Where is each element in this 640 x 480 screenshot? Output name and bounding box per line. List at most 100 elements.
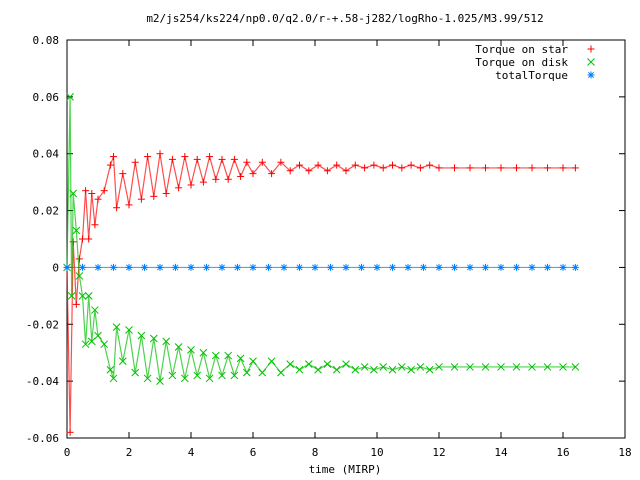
data-point-torque-on-disk — [174, 343, 183, 351]
data-point-torque-on-star — [268, 170, 276, 178]
data-point-torque-on-disk — [84, 292, 93, 300]
data-point-torque-on-disk — [211, 351, 220, 360]
data-point-torque-on-disk — [351, 365, 360, 374]
data-point-torque-on-star — [162, 190, 170, 198]
data-point-torque-on-disk — [360, 363, 369, 371]
data-point-torque-on-star — [181, 153, 189, 161]
data-point-torque-on-disk — [407, 365, 415, 374]
data-point-torque-on-star — [435, 164, 443, 172]
data-point-totaltorque — [249, 263, 257, 271]
data-point-torque-on-disk — [199, 348, 208, 357]
data-point-torque-on-star — [137, 195, 145, 203]
data-point-torque-on-disk — [342, 360, 350, 368]
data-point-torque-on-disk — [180, 374, 189, 383]
data-point-torque-on-star — [218, 155, 226, 163]
data-point-torque-on-star — [230, 155, 238, 163]
series-totaltorque — [63, 263, 579, 271]
data-point-torque-on-star — [416, 164, 424, 172]
data-point-torque-on-star — [212, 175, 220, 183]
y-tick-label: 0.08 — [33, 34, 60, 47]
data-point-torque-on-star — [305, 167, 313, 175]
data-point-torque-on-star — [150, 192, 158, 200]
x-tick-label: 18 — [618, 446, 631, 459]
data-point-totaltorque — [234, 263, 241, 271]
data-point-torque-on-star — [237, 172, 245, 180]
data-point-torque-on-disk — [416, 363, 425, 371]
data-point-torque-on-disk — [87, 337, 96, 346]
data-point-torque-on-star — [125, 201, 133, 209]
x-tick-label: 4 — [188, 446, 195, 459]
x-tick-label: 12 — [432, 446, 445, 459]
data-point-torque-on-disk — [205, 374, 214, 383]
data-point-totaltorque — [327, 263, 334, 271]
data-point-torque-on-disk — [162, 337, 171, 346]
data-point-torque-on-disk — [466, 363, 474, 371]
data-point-torque-on-disk — [193, 371, 202, 380]
data-point-totaltorque — [265, 263, 272, 271]
x-tick-label: 0 — [64, 446, 71, 459]
data-point-torque-on-disk — [112, 323, 121, 331]
data-point-torque-on-star — [243, 158, 251, 166]
series-line-torque-on-star — [66, 153, 576, 433]
data-point-torque-on-disk — [497, 363, 505, 371]
data-point-torque-on-disk — [450, 363, 459, 371]
data-point-torque-on-disk — [323, 360, 332, 368]
data-point-totaltorque — [280, 263, 288, 271]
x-tick-label: 2 — [126, 446, 133, 459]
data-point-totaltorque — [358, 263, 365, 271]
data-point-torque-on-star — [426, 161, 434, 169]
y-tick-label: -0.06 — [26, 432, 59, 445]
y-tick-label: 0.06 — [33, 91, 60, 104]
data-point-torque-on-disk — [168, 371, 177, 380]
data-point-torque-on-star — [333, 161, 341, 169]
data-point-torque-on-disk — [69, 189, 78, 198]
data-point-torque-on-star — [482, 164, 489, 172]
data-point-totaltorque — [172, 263, 179, 271]
data-point-torque-on-disk — [571, 363, 580, 371]
data-point-totaltorque — [528, 263, 536, 271]
data-point-totaltorque — [296, 263, 303, 271]
data-point-totaltorque — [79, 263, 86, 271]
data-point-torque-on-star — [314, 161, 322, 169]
data-point-torque-on-star — [323, 167, 331, 175]
data-point-torque-on-disk — [286, 360, 295, 368]
data-point-totaltorque — [513, 263, 520, 271]
data-point-torque-on-star — [466, 164, 474, 172]
data-point-torque-on-star — [361, 164, 369, 172]
data-point-torque-on-disk — [125, 326, 133, 334]
data-point-totaltorque — [435, 263, 443, 271]
data-point-torque-on-disk — [304, 360, 313, 368]
data-point-torque-on-star — [296, 161, 303, 169]
data-point-totaltorque — [404, 263, 412, 271]
data-point-torque-on-disk — [559, 363, 567, 371]
data-point-totaltorque — [389, 263, 396, 271]
data-point-torque-on-star — [206, 153, 214, 161]
data-point-torque-on-star — [513, 164, 520, 172]
data-point-torque-on-disk — [143, 374, 152, 383]
data-point-totaltorque — [342, 263, 350, 271]
data-point-torque-on-star — [75, 255, 83, 263]
data-point-torque-on-disk — [224, 351, 233, 360]
data-point-torque-on-disk — [137, 331, 146, 340]
data-point-totaltorque — [94, 263, 102, 271]
data-point-torque-on-disk — [131, 368, 140, 377]
data-point-torque-on-disk — [72, 226, 81, 235]
legend-label-torque-on-star: Torque on star — [475, 43, 568, 56]
y-tick-label: 0.04 — [33, 148, 60, 161]
data-point-torque-on-star — [168, 155, 176, 163]
x-tick-label: 6 — [250, 446, 257, 459]
data-point-torque-on-star — [175, 184, 183, 192]
data-point-totaltorque — [544, 263, 551, 271]
legend-label-totaltorque: totalTorque — [495, 69, 568, 82]
data-point-totaltorque — [110, 263, 117, 271]
data-point-torque-on-disk — [277, 368, 285, 377]
data-point-totaltorque — [203, 263, 210, 271]
data-point-torque-on-disk — [78, 292, 87, 300]
data-point-torque-on-star — [193, 155, 201, 163]
data-point-torque-on-star — [571, 164, 579, 172]
data-point-torque-on-star — [79, 235, 86, 243]
data-point-torque-on-star — [389, 161, 396, 169]
data-point-torque-on-disk — [370, 365, 378, 374]
data-point-torque-on-star — [131, 158, 139, 166]
